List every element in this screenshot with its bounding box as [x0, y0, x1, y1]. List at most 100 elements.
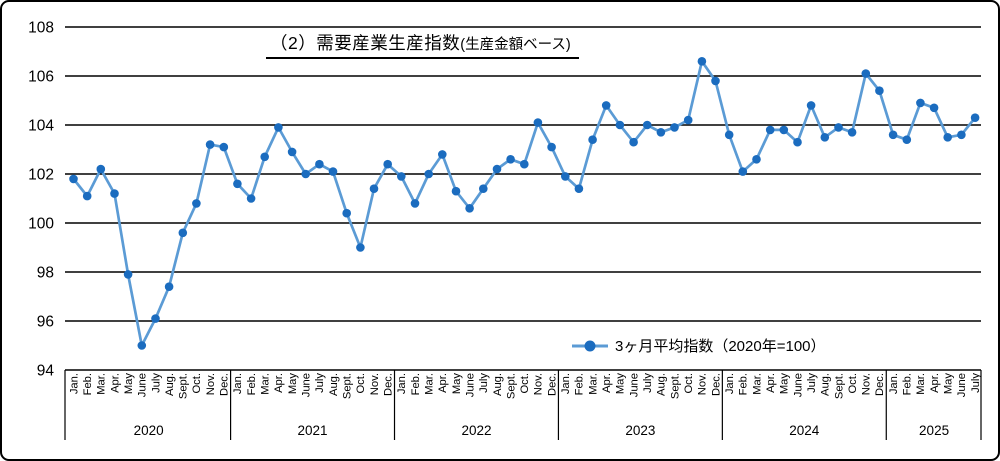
x-axis-month-label: Sept. [505, 373, 517, 399]
x-axis-month-label: Nov. [205, 373, 217, 395]
data-point-marker [629, 137, 638, 147]
data-point-marker [943, 133, 952, 142]
x-axis-month-label: Jan. [888, 373, 900, 394]
x-axis-month-label: Mar. [751, 373, 763, 395]
x-axis-month-label: Apr. [273, 373, 285, 393]
x-axis-month-label: Dec. [382, 373, 394, 396]
chart-title: （2）需要産業生産指数(生産金額ベース) [266, 30, 579, 59]
data-point-marker [164, 282, 174, 292]
data-point-marker [274, 123, 283, 132]
x-axis-month-label: July [314, 373, 326, 393]
data-point-marker [96, 164, 106, 174]
x-axis-month-label: Mar. [587, 373, 599, 395]
data-point-marker [397, 172, 406, 181]
data-point-marker [615, 120, 625, 130]
x-axis-year-label: 2024 [789, 423, 820, 438]
data-point-marker [806, 101, 816, 110]
x-axis-month-label: Dec. [546, 373, 558, 396]
data-point-marker [779, 125, 789, 135]
x-axis-month-label: Nov. [861, 373, 873, 395]
x-axis-month-label: July [970, 373, 982, 393]
data-point-marker [137, 341, 147, 350]
data-point-marker [547, 142, 556, 152]
x-axis-month-label: Jan. [724, 373, 736, 394]
data-point-marker [834, 123, 843, 132]
data-point-marker [246, 194, 256, 203]
data-point-marker [902, 135, 912, 144]
data-point-marker [752, 155, 761, 164]
x-axis-month-label: Jan. [560, 373, 572, 394]
x-axis-month-label: Dec. [874, 373, 886, 396]
y-axis-tick-label: 102 [28, 166, 54, 183]
data-point-marker [82, 191, 92, 201]
x-axis-month-label: Mar. [260, 373, 272, 395]
x-axis-month-label: Apr. [765, 373, 777, 393]
data-point-marker [492, 164, 502, 174]
x-axis-month-label: Feb. [246, 373, 258, 395]
data-point-marker [110, 189, 119, 198]
x-axis-month-label: Oct. [519, 373, 531, 394]
data-point-marker [260, 152, 270, 162]
x-axis-month-label: Jan. [232, 373, 244, 394]
data-point-marker [561, 172, 570, 181]
x-axis-month-label: Feb. [902, 373, 914, 395]
data-point-marker [670, 123, 679, 132]
data-point-marker [724, 130, 734, 140]
x-axis-month-label: Feb. [82, 373, 94, 395]
x-axis-month-label: May [943, 373, 955, 395]
x-axis-month-label: Nov. [697, 373, 709, 395]
x-axis-month-label: June [628, 373, 640, 397]
y-axis-tick-label: 96 [37, 313, 54, 330]
data-point-marker [479, 184, 488, 193]
x-axis-month-label: Nov. [533, 373, 545, 395]
x-axis-month-label: Apr. [601, 373, 613, 393]
x-axis-month-label: June [956, 373, 968, 397]
legend-line-marker-icon [572, 340, 608, 351]
data-point-marker [588, 135, 597, 144]
x-axis-month-label: Sept. [669, 373, 681, 399]
data-point-marker [383, 159, 393, 169]
data-point-marker [192, 199, 201, 208]
x-axis-month-label: May [287, 373, 299, 395]
y-axis-tick-label: 94 [37, 362, 55, 379]
data-point-marker [847, 128, 857, 137]
data-point-marker [506, 155, 515, 164]
x-axis-month-label: Aug. [328, 373, 340, 396]
x-axis-month-label: Oct. [847, 373, 859, 394]
x-axis-year-label: 2023 [625, 423, 655, 438]
y-axis-tick-label: 106 [28, 68, 54, 85]
x-axis-year-label: 2022 [461, 423, 491, 438]
x-axis-month-label: Mar. [423, 373, 435, 395]
data-point-marker [820, 133, 830, 142]
data-point-marker [342, 208, 352, 218]
x-axis-month-label: Jan. [68, 373, 80, 394]
y-axis-tick-label: 98 [37, 264, 54, 281]
data-point-marker [861, 69, 871, 78]
x-axis-month-label: Aug. [656, 373, 668, 396]
x-axis-month-label: May [451, 373, 463, 395]
data-point-marker [916, 98, 925, 108]
x-axis-month-label: Jan. [396, 373, 408, 394]
data-point-marker [711, 76, 720, 86]
data-point-marker [929, 103, 939, 113]
data-point-marker [970, 113, 980, 122]
data-point-marker [301, 169, 311, 179]
x-axis-month-label: Mar. [915, 373, 927, 395]
x-axis-year-label: 2025 [919, 423, 949, 438]
data-point-marker [465, 204, 474, 213]
x-axis-month-label: Oct. [683, 373, 695, 394]
data-point-marker [533, 118, 543, 127]
x-axis-month-label: Sept. [178, 373, 190, 399]
data-point-marker [410, 199, 420, 208]
data-point-marker [957, 130, 966, 140]
x-axis-month-label: May [123, 373, 135, 395]
x-axis-month-label: Dec. [219, 373, 231, 396]
data-point-marker [738, 167, 748, 176]
data-point-marker [451, 186, 461, 196]
x-axis-month-label: July [642, 373, 654, 393]
data-point-marker [151, 314, 160, 323]
x-axis-month-label: June [464, 373, 476, 397]
data-point-marker [438, 150, 447, 159]
data-point-marker [287, 147, 297, 157]
x-axis-month-label: Dec. [710, 373, 722, 396]
